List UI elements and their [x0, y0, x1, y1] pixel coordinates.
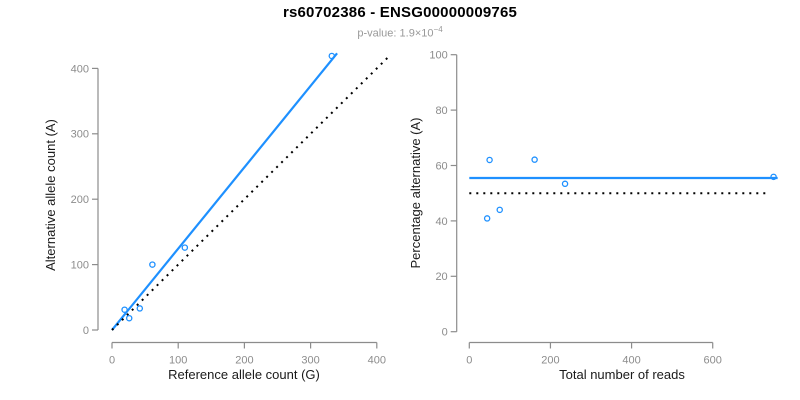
data-point	[770, 173, 777, 181]
x-axis-title: Total number of reads	[559, 367, 685, 382]
data-point	[125, 314, 133, 322]
y-tick-label: 400	[71, 63, 89, 75]
y-tick-label: 200	[71, 194, 89, 206]
x-tick-label: 400	[622, 355, 640, 367]
y-tick-label: 40	[435, 216, 447, 228]
y-tick-label: 100	[429, 50, 447, 62]
y-tick-label: 20	[435, 271, 447, 283]
data-point	[483, 215, 491, 222]
pvalue-times-sign: ×	[414, 27, 422, 40]
data-point	[136, 305, 144, 312]
data-point	[149, 261, 156, 268]
figure-subtitle-pvalue: p-value: 1.9×10−4	[0, 25, 800, 40]
data-point	[561, 180, 569, 188]
panel-allele-counts: 0 100 200 300 400 0 100 200 300 400 Reference alle…	[43, 52, 389, 382]
data-point	[328, 52, 336, 60]
x-axis-title: Reference allele count (G)	[168, 367, 320, 382]
pvalue-base: 10	[421, 27, 434, 40]
x-tick-label: 0	[466, 355, 472, 367]
y-axis-title: Percentage alternative (A)	[408, 117, 423, 268]
panel-percentage-vs-coverage: 0 200 400 600 0 20 40 60 80 100 Total number of re…	[408, 50, 778, 382]
pvalue-text: p-value: 1.9	[357, 27, 415, 40]
x-tick-label: 600	[704, 355, 722, 367]
identity-line	[111, 57, 389, 331]
data-point	[181, 244, 189, 251]
y-tick-label: 100	[71, 259, 89, 271]
pvalue-exponent: −4	[433, 25, 443, 34]
figure-title: rs60702386 - ENSG00000009765	[282, 4, 518, 21]
x-tick-label: 0	[109, 355, 115, 367]
data-point	[486, 156, 493, 164]
x-tick-label: 200	[235, 355, 253, 367]
y-axis-title: Alternative allele count (A)	[43, 119, 58, 271]
x-tick-label: 200	[541, 355, 559, 367]
fit-line	[111, 52, 338, 331]
x-tick-label: 100	[169, 355, 187, 367]
y-tick-label: 60	[435, 160, 447, 172]
y-tick-label: 0	[442, 327, 448, 339]
data-point	[496, 206, 503, 214]
x-tick-label: 300	[301, 355, 319, 367]
data-point	[121, 306, 128, 313]
x-tick-label: 400	[368, 355, 386, 367]
y-tick-label: 0	[83, 325, 89, 337]
data-point	[531, 156, 538, 163]
y-tick-label: 80	[435, 105, 447, 117]
y-tick-label: 300	[71, 129, 89, 141]
